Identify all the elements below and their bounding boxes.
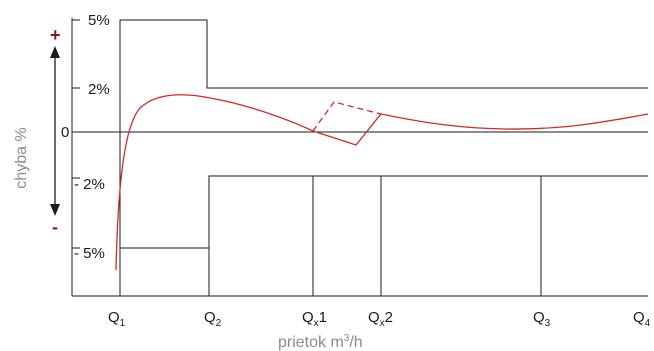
x-tick-labels: Q1 Q2 Qx1 Qx2 Q3 Q4 bbox=[108, 309, 651, 329]
lower-error-limit bbox=[120, 175, 648, 249]
plus-sign: + bbox=[50, 25, 61, 45]
minus-sign: - bbox=[52, 217, 58, 237]
x-tick-label-q1: Q1 bbox=[108, 309, 126, 329]
x-tick-label-q4: Q4 bbox=[633, 309, 651, 329]
y-tick-label-m5: - 5% bbox=[74, 245, 105, 262]
error-curve bbox=[115, 94, 649, 271]
arrow-down-icon bbox=[50, 204, 60, 216]
y-tick-label-2: 2% bbox=[88, 81, 110, 98]
y-tick-label-m2: - 2% bbox=[74, 176, 105, 193]
x-tick-label-q3: Q3 bbox=[533, 309, 551, 329]
x-tick-label-qx1: Qx1 bbox=[302, 309, 327, 329]
arrow-up-icon bbox=[50, 46, 60, 58]
x-axis-title: prietok m3/h bbox=[278, 333, 363, 351]
y-tick-label-5: 5% bbox=[88, 12, 110, 29]
upper-error-limit bbox=[119, 19, 648, 296]
y-axis-title: chyba % bbox=[13, 127, 30, 188]
x-tick-label-qx2: Qx2 bbox=[368, 309, 393, 329]
error-curve-dashed bbox=[312, 101, 382, 132]
x-tick-label-q2: Q2 bbox=[204, 309, 222, 329]
y-tick-label-0: 0 bbox=[61, 124, 69, 141]
